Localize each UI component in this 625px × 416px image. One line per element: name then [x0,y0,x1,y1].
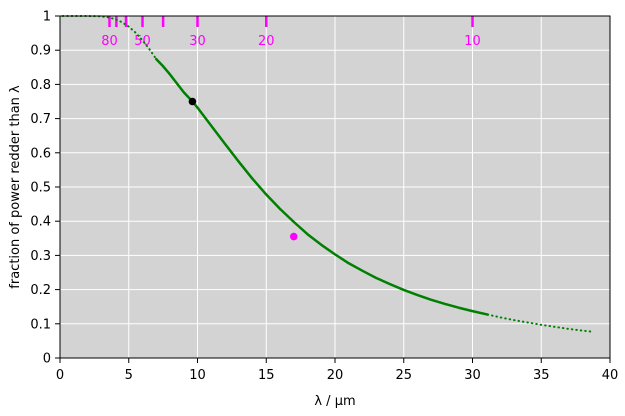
highlight-points [188,97,298,241]
temperature-label: 30 [189,34,206,49]
x-tick-label: 20 [327,368,344,383]
y-tick-label: 0 [43,352,51,367]
y-tick-label: 0.1 [30,317,51,332]
y-tick-label: 0.4 [30,215,51,230]
y-axis-ticks: 0 0.1 0.2 0.3 0.4 0.5 0.6 0.7 0.8 0.9 1 [30,10,60,367]
y-tick-label: 0.5 [30,181,51,196]
data-point [289,232,298,241]
y-tick-label: 0.9 [30,44,51,59]
temperature-label: 10 [464,34,481,49]
y-axis-label: fraction of power redder than λ [8,85,23,289]
x-tick-label: 40 [602,368,619,383]
y-tick-label: 0.2 [30,283,51,298]
temperature-label: 80 [101,34,118,49]
x-axis-ticks: 0 5 10 15 20 25 30 35 40 [56,358,618,383]
y-tick-label: 1 [43,10,51,25]
x-tick-label: 0 [56,368,64,383]
data-point [188,97,197,106]
temperature-marks: 80 50 30 20 10 [101,16,481,49]
x-tick-label: 15 [258,368,275,383]
series-line-solid [155,57,489,316]
x-axis-label: λ / µm [314,394,355,409]
temperature-label: 50 [134,34,151,49]
y-tick-label: 0.7 [30,112,51,127]
grid-lines [59,15,611,359]
x-tick-label: 10 [189,368,206,383]
temperature-label: 20 [258,34,275,49]
y-tick-label: 0.8 [30,78,51,93]
y-tick-label: 0.6 [30,146,51,161]
x-tick-label: 30 [464,368,481,383]
x-tick-label: 5 [125,368,133,383]
x-tick-label: 25 [395,368,412,383]
x-tick-label: 35 [533,368,550,383]
y-tick-label: 0.3 [30,249,51,264]
series-line-dotted [486,313,594,333]
